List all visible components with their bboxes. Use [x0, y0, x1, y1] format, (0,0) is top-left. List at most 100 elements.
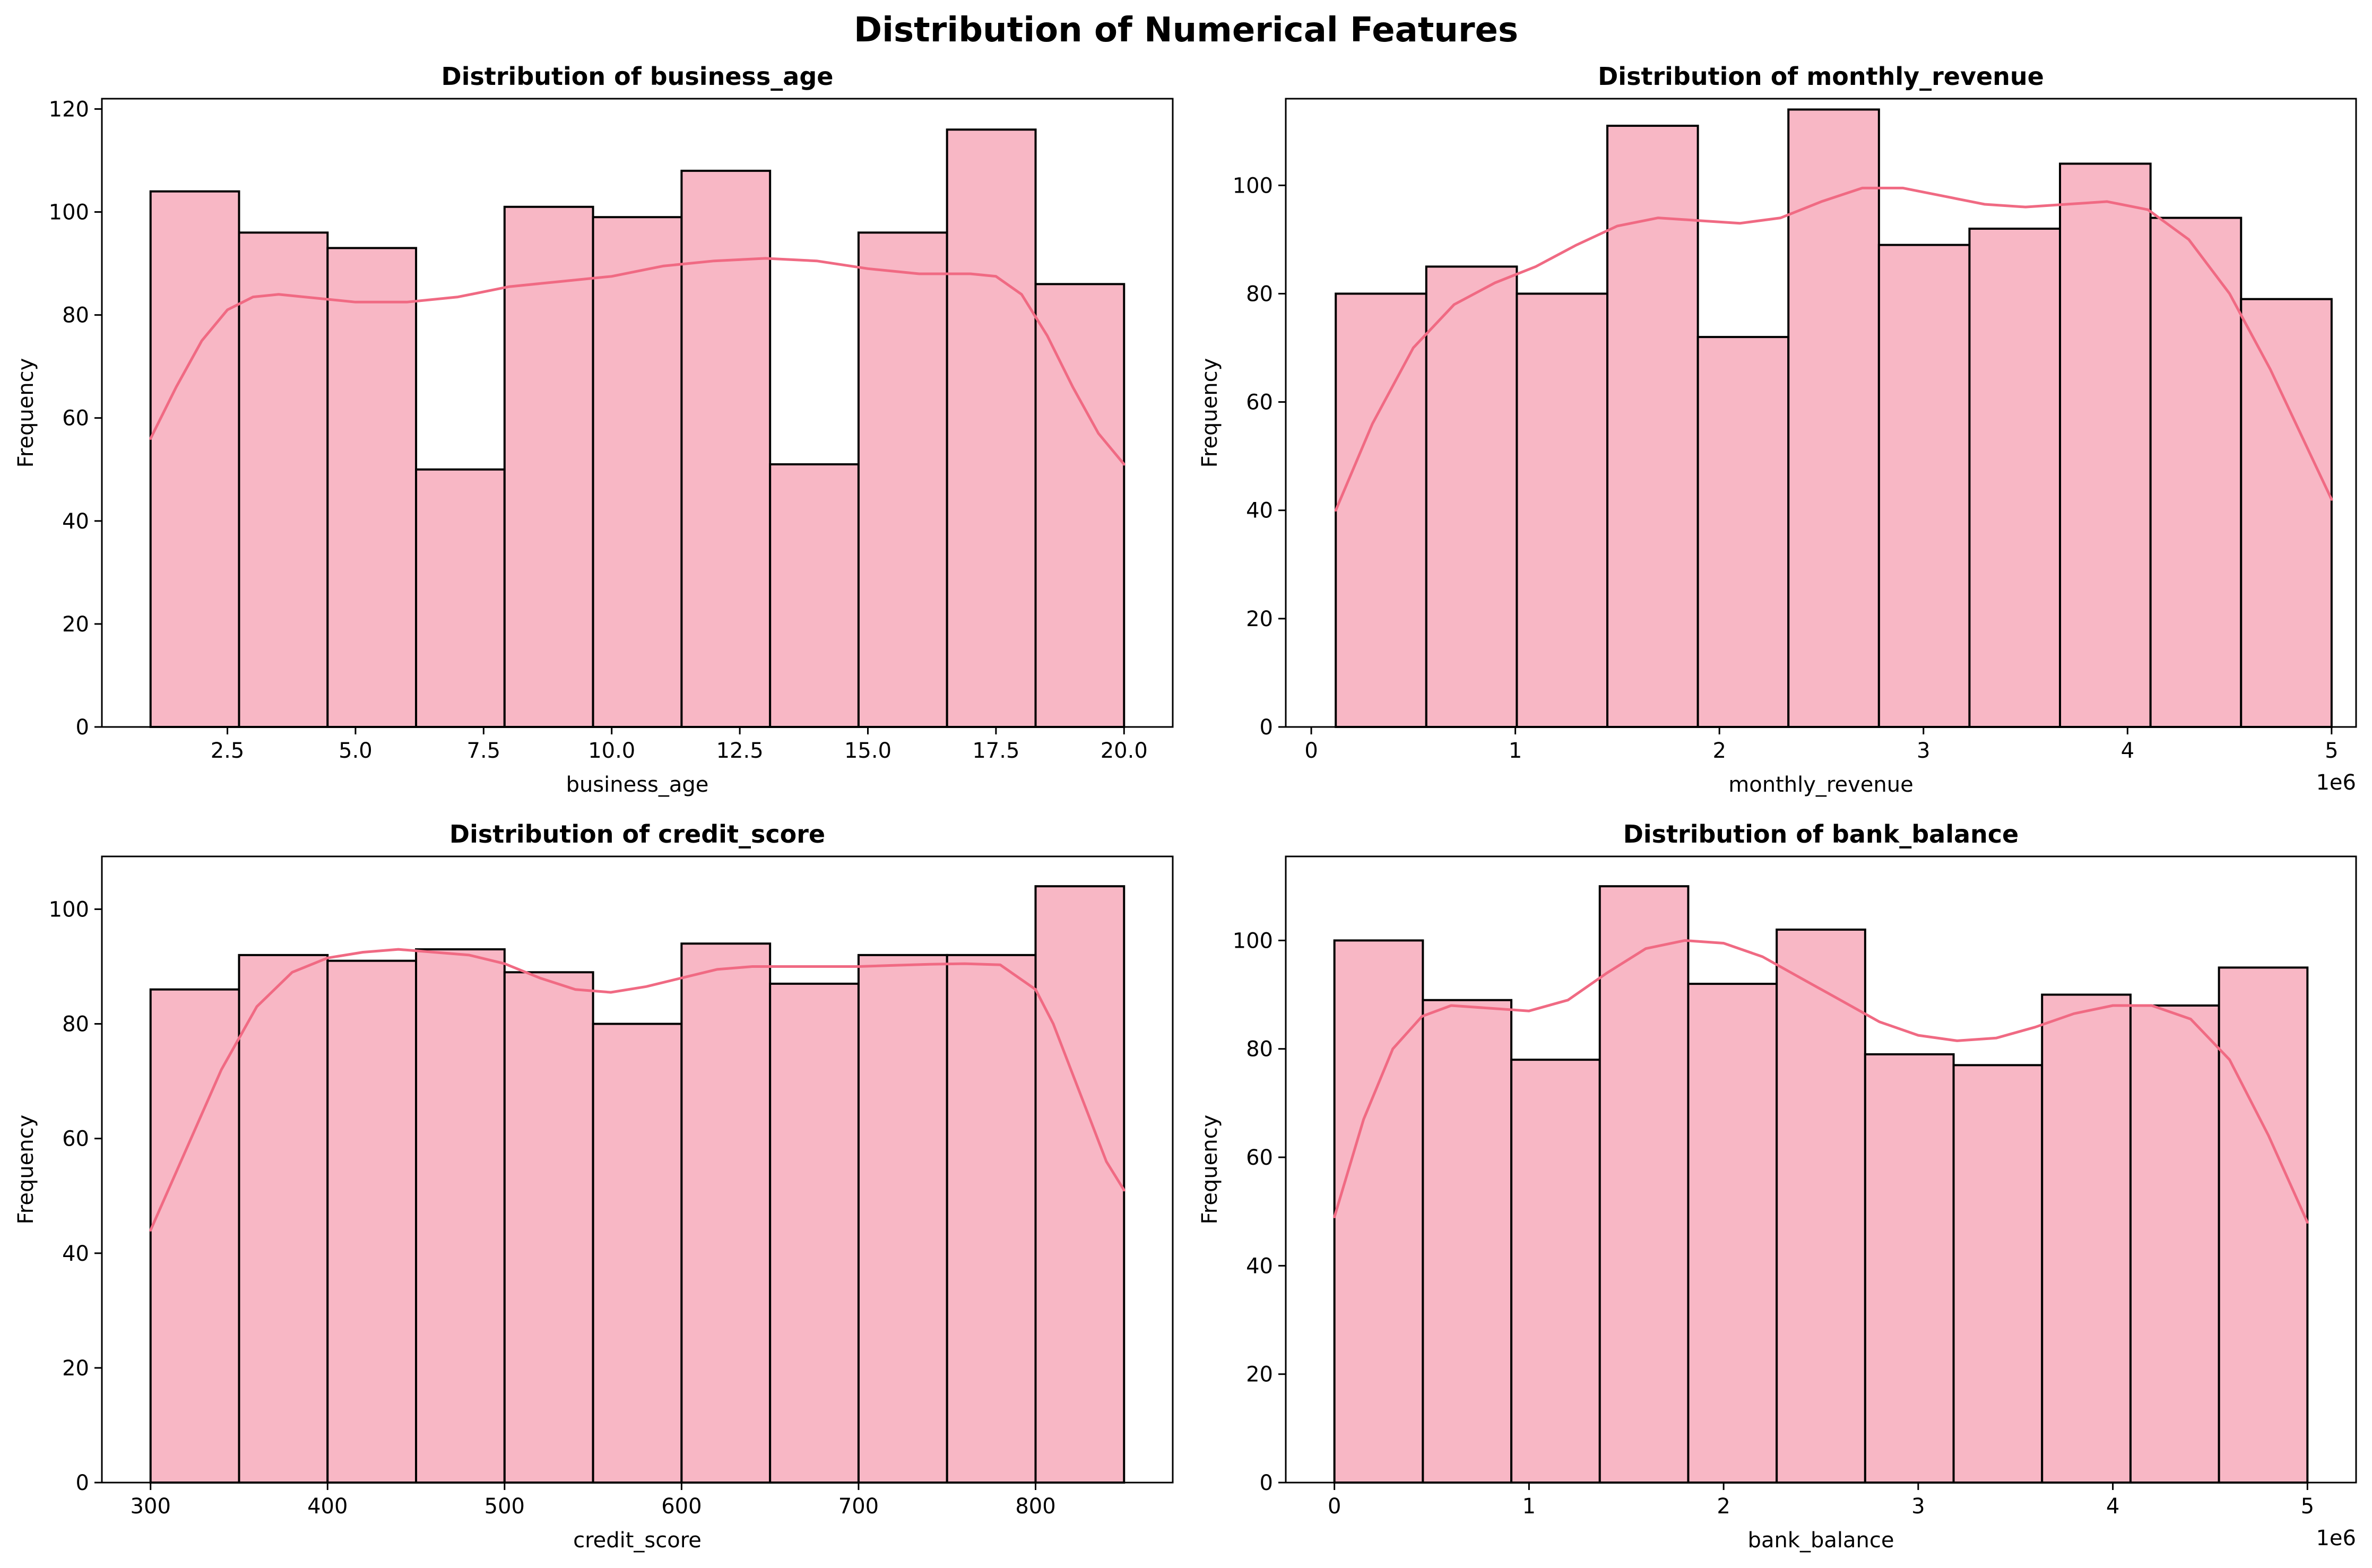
histogram-bar	[2041, 993, 2132, 1484]
histogram-bar	[1696, 336, 1790, 728]
histogram-bar	[1776, 928, 1866, 1484]
histogram-bar	[946, 954, 1037, 1484]
y-tick-label: 60	[62, 406, 89, 431]
y-axis-label: Frequency	[1198, 1115, 1222, 1225]
histogram-bar	[1687, 983, 1778, 1484]
kde-line	[149, 257, 1126, 466]
y-axis-label: Frequency	[14, 358, 38, 468]
histogram-bar	[2059, 162, 2152, 728]
histogram-bar	[1864, 1053, 1955, 1484]
x-tick-label: 3	[1917, 739, 1930, 763]
histogram-bar	[769, 982, 860, 1484]
axes-frame	[101, 855, 1174, 1484]
x-axis-label: bank_balance	[1748, 1528, 1894, 1553]
x-tick-label: 0	[1328, 1494, 1341, 1519]
histogram-bar	[680, 942, 772, 1484]
x-tick-label: 800	[1015, 1494, 1055, 1519]
x-tick-label: 600	[661, 1494, 702, 1519]
x-tick-label: 5.0	[339, 739, 373, 763]
y-tick-label: 20	[1246, 607, 1273, 631]
y-tick-label: 0	[1260, 1471, 1273, 1495]
histogram-bar	[1034, 885, 1126, 1484]
x-tick-label: 3	[1911, 1494, 1925, 1519]
y-tick-label: 120	[49, 97, 89, 122]
panel-title: Distribution of monthly_revenue	[1598, 62, 2044, 91]
histogram-bar	[326, 247, 418, 728]
x-axis-offset-text: 1e6	[2316, 770, 2356, 795]
histogram-bar	[149, 190, 240, 728]
y-tick-label: 40	[1246, 1254, 1273, 1278]
histogram-bar	[1787, 108, 1880, 728]
x-tick-label: 2	[1712, 739, 1726, 763]
y-tick-label: 60	[1246, 391, 1273, 415]
x-tick-label: 2.5	[211, 739, 245, 763]
x-tick-label: 2	[1717, 1494, 1730, 1519]
histogram-bar	[592, 1023, 683, 1484]
axes-frame	[1285, 855, 2357, 1484]
y-tick-label: 40	[1246, 499, 1273, 523]
histogram-bar	[1333, 939, 1424, 1484]
x-axis-label: business_age	[566, 773, 709, 797]
x-tick-label: 4	[2121, 739, 2134, 763]
y-axis-label: Frequency	[1198, 358, 1222, 468]
histogram-bar	[2240, 298, 2333, 728]
histogram-bar	[857, 954, 948, 1484]
histogram-bar	[769, 463, 860, 728]
x-tick-label: 5	[2301, 1494, 2314, 1519]
histogram-bar	[1968, 227, 2062, 728]
y-tick-label: 20	[62, 1356, 89, 1381]
kde-line	[1333, 939, 2309, 1224]
y-tick-label: 100	[1233, 929, 1273, 953]
histogram-bar	[1606, 125, 1699, 729]
kde-line	[149, 948, 1126, 1232]
axes-frame	[1285, 98, 2357, 728]
y-tick-label: 0	[76, 1471, 89, 1495]
histogram-bar	[1598, 885, 1690, 1484]
histogram-bar	[1877, 244, 1971, 729]
histogram-bar	[946, 128, 1037, 729]
y-tick-label: 100	[49, 897, 89, 922]
histogram-bar	[326, 959, 418, 1484]
x-tick-label: 700	[838, 1494, 879, 1519]
x-axis-label: monthly_revenue	[1728, 773, 1913, 797]
y-tick-label: 60	[1246, 1146, 1273, 1170]
x-tick-label: 17.5	[972, 739, 1019, 763]
panel-1: 2.5 5.0 7.5 10.0 12.5 15.0 17.5 20.0 0 20 40 60 80 10…	[14, 62, 1174, 797]
panel-title: Distribution of business_age	[441, 62, 834, 91]
x-tick-label: 4	[2106, 1494, 2119, 1519]
y-axis-label: Frequency	[14, 1115, 38, 1225]
histogram-bar	[1335, 292, 1427, 728]
x-axis-label: credit_score	[573, 1528, 702, 1553]
histogram-bar	[238, 954, 329, 1484]
panel-4: 0 1 2 3 4 5 0 20 40 60 80 100 Distribution of bank_b…	[1198, 820, 2357, 1553]
y-tick-label: 40	[62, 509, 89, 534]
panel-title: Distribution of credit_score	[449, 820, 825, 848]
x-tick-label: 0	[1304, 739, 1318, 763]
histogram-bar	[238, 231, 329, 728]
histogram-bar	[2149, 216, 2243, 729]
histogram-bar	[415, 468, 506, 728]
y-tick-label: 80	[62, 1012, 89, 1037]
y-tick-label: 20	[62, 612, 89, 637]
panel-title: Distribution of bank_balance	[1623, 820, 2019, 848]
y-tick-label: 80	[62, 304, 89, 328]
figure-suptitle: Distribution of Numerical Features	[854, 11, 1518, 50]
histogram-bar	[503, 971, 594, 1484]
y-tick-label: 20	[1246, 1363, 1273, 1387]
histogram-bar	[1422, 999, 1513, 1484]
x-tick-label: 12.5	[716, 739, 764, 763]
kde-line	[1334, 186, 2333, 512]
histogram-bar	[857, 231, 948, 728]
histogram-bar	[415, 948, 506, 1484]
x-tick-label: 500	[484, 1494, 525, 1519]
x-tick-label: 10.0	[588, 739, 635, 763]
x-tick-label: 20.0	[1101, 739, 1148, 763]
histogram-bar	[1510, 1059, 1601, 1484]
y-tick-label: 0	[1260, 715, 1273, 740]
y-tick-label: 80	[1246, 1037, 1273, 1062]
x-tick-label: 1	[1509, 739, 1522, 763]
y-tick-label: 80	[1246, 282, 1273, 306]
x-tick-label: 5	[2325, 739, 2338, 763]
histogram-bar	[1034, 283, 1126, 728]
x-tick-label: 15.0	[844, 739, 891, 763]
